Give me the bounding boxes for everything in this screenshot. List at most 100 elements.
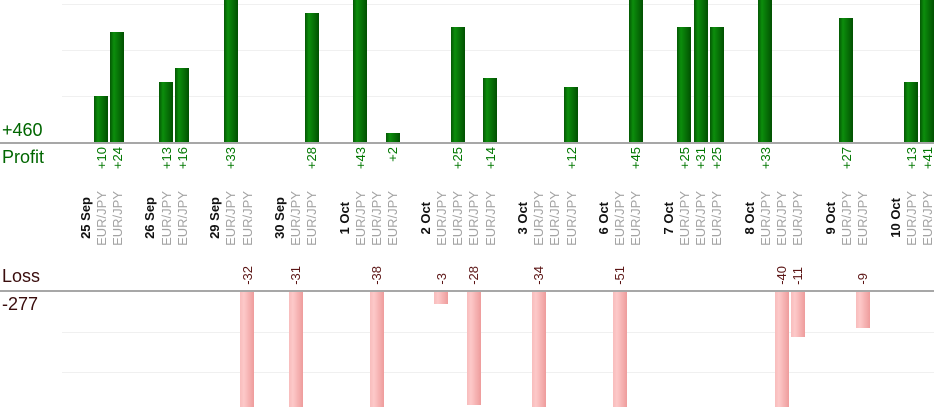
profit-value-label-text: +10: [93, 147, 109, 170]
profit-bar: [175, 68, 190, 142]
profit-value-label-text: +31: [693, 147, 709, 170]
instrument-label: EUR/JPY: [627, 186, 645, 250]
date-label-text: 1 Oct: [336, 201, 352, 235]
loss-value-label: -32: [238, 266, 256, 288]
profit-value-label-text: +25: [676, 147, 692, 170]
instrument-label: EUR/JPY: [384, 186, 402, 250]
profit-value-label-text: +41: [919, 147, 934, 170]
profit-bar: [353, 0, 368, 142]
date-label-text: 30 Sep: [271, 197, 287, 239]
profit-value-label-text: +16: [174, 147, 190, 170]
profit-bar: [904, 82, 919, 142]
instrument-label-text: EUR/JPY: [466, 190, 482, 246]
loss-bar: [369, 292, 384, 407]
loss-total-label: -277: [2, 294, 39, 314]
instrument-label-text: EUR/JPY: [433, 190, 449, 246]
instrument-label-text: EUR/JPY: [903, 190, 919, 246]
profit-value-label-text: +12: [563, 147, 579, 170]
profit-value-label-text: +13: [903, 147, 919, 170]
instrument-label-text: EUR/JPY: [174, 190, 190, 246]
profit-value-label-text: +45: [628, 147, 644, 170]
instrument-label-text: EUR/JPY: [288, 190, 304, 246]
loss-axis-line: [0, 290, 934, 292]
loss-value-label-text: -32: [239, 266, 255, 285]
loss-value-label-text: -31: [288, 266, 304, 285]
instrument-label: EUR/JPY: [108, 186, 126, 250]
profit-value-label: +33: [222, 147, 240, 172]
profit-value-label-text: +33: [757, 147, 773, 170]
instrument-label-text: EUR/JPY: [612, 190, 628, 246]
instrument-label: EUR/JPY: [173, 186, 191, 250]
loss-bar: [855, 292, 870, 328]
profit-bar: [450, 27, 465, 142]
profit-value-label-text: +43: [352, 147, 368, 170]
profit-bar: [839, 18, 854, 142]
date-label-text: 26 Sep: [142, 197, 158, 239]
instrument-label-text: EUR/JPY: [563, 190, 579, 246]
profit-bar: [223, 0, 238, 142]
profit-value-label: +16: [173, 147, 191, 172]
instrument-label: EUR/JPY: [481, 186, 499, 250]
date-label-text: 9 Oct: [822, 201, 838, 235]
loss-value-label: -34: [530, 266, 548, 288]
loss-value-label: -31: [287, 266, 305, 288]
profit-bar: [758, 0, 773, 142]
loss-gridline: [62, 372, 934, 373]
loss-bar: [466, 292, 481, 405]
instrument-label: EUR/JPY: [918, 186, 934, 250]
profit-value-label-text: +33: [223, 147, 239, 170]
instrument-label: EUR/JPY: [789, 186, 807, 250]
loss-bar: [531, 292, 546, 407]
instrument-label-text: EUR/JPY: [369, 190, 385, 246]
profit-value-label: +41: [918, 147, 934, 172]
loss-bar: [774, 292, 789, 407]
profit-value-label: +24: [108, 147, 126, 172]
instrument-label-text: EUR/JPY: [757, 190, 773, 246]
instrument-label-text: EUR/JPY: [93, 190, 109, 246]
instrument-label: EUR/JPY: [562, 186, 580, 250]
profit-bar: [159, 82, 173, 142]
profit-value-label: +25: [708, 147, 726, 172]
profit-value-label-text: +13: [158, 147, 174, 170]
date-label-text: 29 Sep: [207, 197, 223, 239]
instrument-label-text: EUR/JPY: [482, 190, 498, 246]
instrument-label-text: EUR/JPY: [239, 190, 255, 246]
instrument-label: EUR/JPY: [303, 186, 321, 250]
date-label-text: 3 Oct: [514, 201, 530, 235]
profit-axis-title: Profit: [2, 147, 45, 167]
loss-value-label-text: -9: [855, 273, 871, 285]
profit-value-label: +28: [303, 147, 321, 172]
profit-value-label: +43: [351, 147, 369, 172]
loss-bar: [288, 292, 303, 407]
profit-value-label: +27: [837, 147, 855, 172]
instrument-label-text: EUR/JPY: [855, 190, 871, 246]
profit-bar: [628, 0, 643, 142]
loss-bar: [434, 292, 449, 304]
loss-value-label-text: -51: [612, 266, 628, 285]
profit-bar: [483, 78, 497, 142]
loss-value-label-text: -28: [466, 266, 482, 285]
date-label-text: 25 Sep: [77, 197, 93, 239]
instrument-label: EUR/JPY: [238, 186, 256, 250]
loss-value-label: -11: [789, 267, 807, 288]
instrument-label-text: EUR/JPY: [450, 190, 466, 246]
loss-bar: [790, 292, 805, 337]
instrument-label-text: EUR/JPY: [158, 190, 174, 246]
instrument-label-text: EUR/JPY: [223, 190, 239, 246]
loss-bar: [240, 292, 254, 407]
loss-value-label: -3: [432, 273, 450, 288]
instrument-label-text: EUR/JPY: [709, 190, 725, 246]
loss-value-label-text: -40: [774, 266, 790, 285]
instrument-label-text: EUR/JPY: [838, 190, 854, 246]
instrument-label-text: EUR/JPY: [304, 190, 320, 246]
profit-value-label: +33: [756, 147, 774, 172]
profit-value-label-text: +27: [838, 147, 854, 170]
profit-bar: [304, 13, 319, 142]
date-label-text: 7 Oct: [660, 201, 676, 235]
loss-gridline: [62, 332, 934, 333]
loss-value-label: -28: [465, 266, 483, 288]
instrument-label-text: EUR/JPY: [531, 190, 547, 246]
date-label-text: 8 Oct: [741, 201, 757, 235]
profit-value-label-text: +2: [385, 147, 401, 162]
profit-value-label-text: +24: [109, 147, 125, 170]
